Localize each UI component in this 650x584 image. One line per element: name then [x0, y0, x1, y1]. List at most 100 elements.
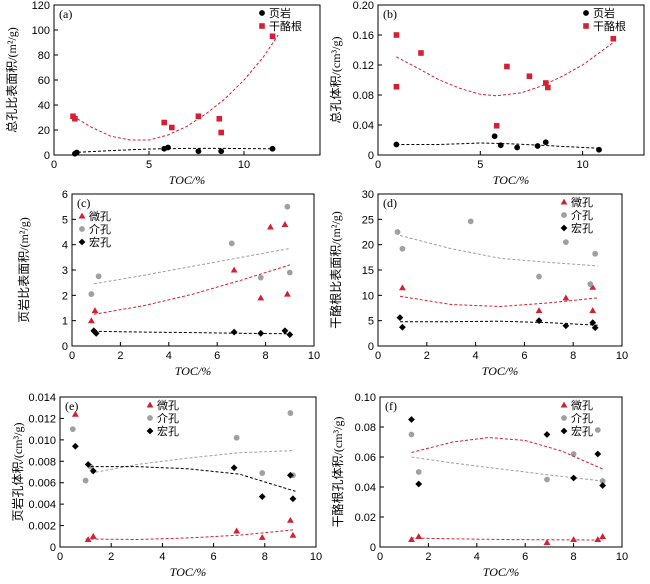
panel-label: (c) — [77, 196, 90, 210]
data-point — [415, 469, 422, 475]
legend-marker — [146, 427, 154, 435]
y-tick-label: 0.012 — [28, 413, 56, 425]
panel-label: (a) — [59, 7, 72, 21]
panel-4: 0 2 4 6 8 10 0 5 10 15 20 25 30 TOC/% 干酪根比表面积/(m²/g) (d… — [328, 189, 628, 378]
trend-line — [411, 456, 603, 482]
data-point — [258, 493, 266, 501]
y-axis-label: 干酪根比表面积/(m²/g) — [328, 211, 343, 329]
legend-label: 宏孔 — [89, 235, 111, 249]
data-point — [257, 329, 265, 337]
data-point — [535, 317, 543, 325]
x-tick-label: 8 — [263, 350, 269, 362]
data-point — [467, 218, 474, 225]
y-tick-label: 0.08 — [353, 90, 374, 102]
data-point — [399, 323, 406, 331]
x-tick-label: 0 — [69, 350, 75, 362]
y-tick-label: 20 — [362, 240, 374, 252]
y-tick-label: 0.02 — [355, 512, 376, 524]
data-point — [287, 410, 294, 416]
x-tick-label: 10 — [238, 159, 250, 171]
y-tick-label: 0.008 — [28, 456, 56, 468]
legend-marker — [259, 23, 265, 29]
panel-label: (f) — [385, 399, 397, 413]
trend-line — [411, 537, 603, 541]
y-tick-label: 20 — [38, 125, 50, 137]
x-tick-label: 4 — [473, 350, 479, 362]
trend-line — [399, 295, 598, 308]
y-tick-label: 80 — [38, 50, 50, 62]
y-tick-label: 60 — [38, 75, 50, 87]
data-point — [91, 307, 99, 314]
y-tick-label: 0 — [50, 542, 56, 554]
x-tick-label: 0 — [51, 159, 57, 171]
data-point — [216, 115, 223, 122]
y-tick-label: 120 — [32, 0, 50, 12]
legend-label: 微孔 — [571, 195, 593, 209]
x-tick-label: 5 — [146, 159, 152, 171]
data-point — [84, 461, 92, 468]
data-point — [287, 471, 294, 479]
data-point — [408, 416, 415, 423]
data-point — [562, 322, 570, 330]
x-tick-label: 8 — [570, 350, 576, 362]
y-tick-label: 0.10 — [355, 392, 376, 404]
x-tick-label: 8 — [262, 551, 268, 563]
y-tick-label: 4 — [62, 240, 68, 252]
y-axis-label: 干酪根孔体积/(cm³/g) — [330, 417, 345, 528]
data-point — [286, 331, 294, 338]
data-point — [393, 32, 400, 38]
y-tick-label: 0.08 — [355, 422, 376, 434]
data-point — [284, 203, 291, 210]
data-point — [570, 474, 577, 482]
data-point — [542, 139, 549, 146]
x-tick-label: 0 — [377, 551, 383, 563]
panel-2: 0 5 10 0 0.04 0.08 0.12 0.16 0.20 TOC/% 总孔体积/(cm³/… — [329, 0, 645, 187]
panel-label: (d) — [383, 196, 397, 210]
data-point — [230, 266, 238, 273]
x-axis-label: TOC/% — [175, 364, 211, 378]
data-point — [287, 516, 294, 523]
y-tick-label: 0 — [62, 341, 68, 353]
legend-label: 宏孔 — [571, 221, 593, 235]
y-tick-label: 0.010 — [28, 435, 56, 447]
trend-line — [72, 147, 273, 153]
data-point — [599, 533, 607, 540]
trend-line — [90, 466, 296, 492]
data-point — [87, 317, 95, 324]
data-point — [497, 142, 504, 149]
data-point — [286, 269, 293, 276]
data-point — [589, 283, 597, 290]
panel-1: 0 5 10020406080100120TOC/%总孔比表面积/(m²/g)(a)… — [5, 0, 321, 187]
data-point — [281, 221, 289, 227]
data-point — [257, 274, 264, 281]
y-tick-label: 0.004 — [28, 499, 56, 511]
data-point — [230, 464, 238, 472]
data-point — [534, 143, 541, 149]
y-tick-label: 40 — [38, 100, 50, 112]
legend-label: 干酪根 — [269, 19, 302, 33]
legend-label: 干酪根 — [593, 19, 626, 33]
y-tick-label: 2 — [62, 290, 68, 302]
y-tick-label: 0.16 — [353, 30, 374, 42]
data-point — [71, 410, 79, 417]
y-tick-label: 3 — [62, 265, 68, 277]
data-point — [536, 273, 542, 280]
data-point — [589, 319, 597, 327]
x-tick-label: 4 — [166, 350, 172, 362]
data-point — [504, 63, 510, 70]
panel-label: (b) — [383, 7, 397, 21]
data-point — [543, 539, 551, 546]
panel-5: 0 2 4 6 8 10 0 0.002 0.004 0.006 0.008 0.010 0.012 0.… — [10, 392, 322, 579]
data-point — [259, 470, 266, 476]
data-point — [570, 451, 577, 457]
legend-label: 页岩 — [593, 6, 615, 20]
data-point — [269, 145, 276, 152]
y-tick-label: 0.04 — [355, 482, 376, 494]
y-tick-label: 100 — [32, 25, 50, 37]
legend-marker — [146, 401, 154, 408]
trend-line — [90, 450, 294, 474]
